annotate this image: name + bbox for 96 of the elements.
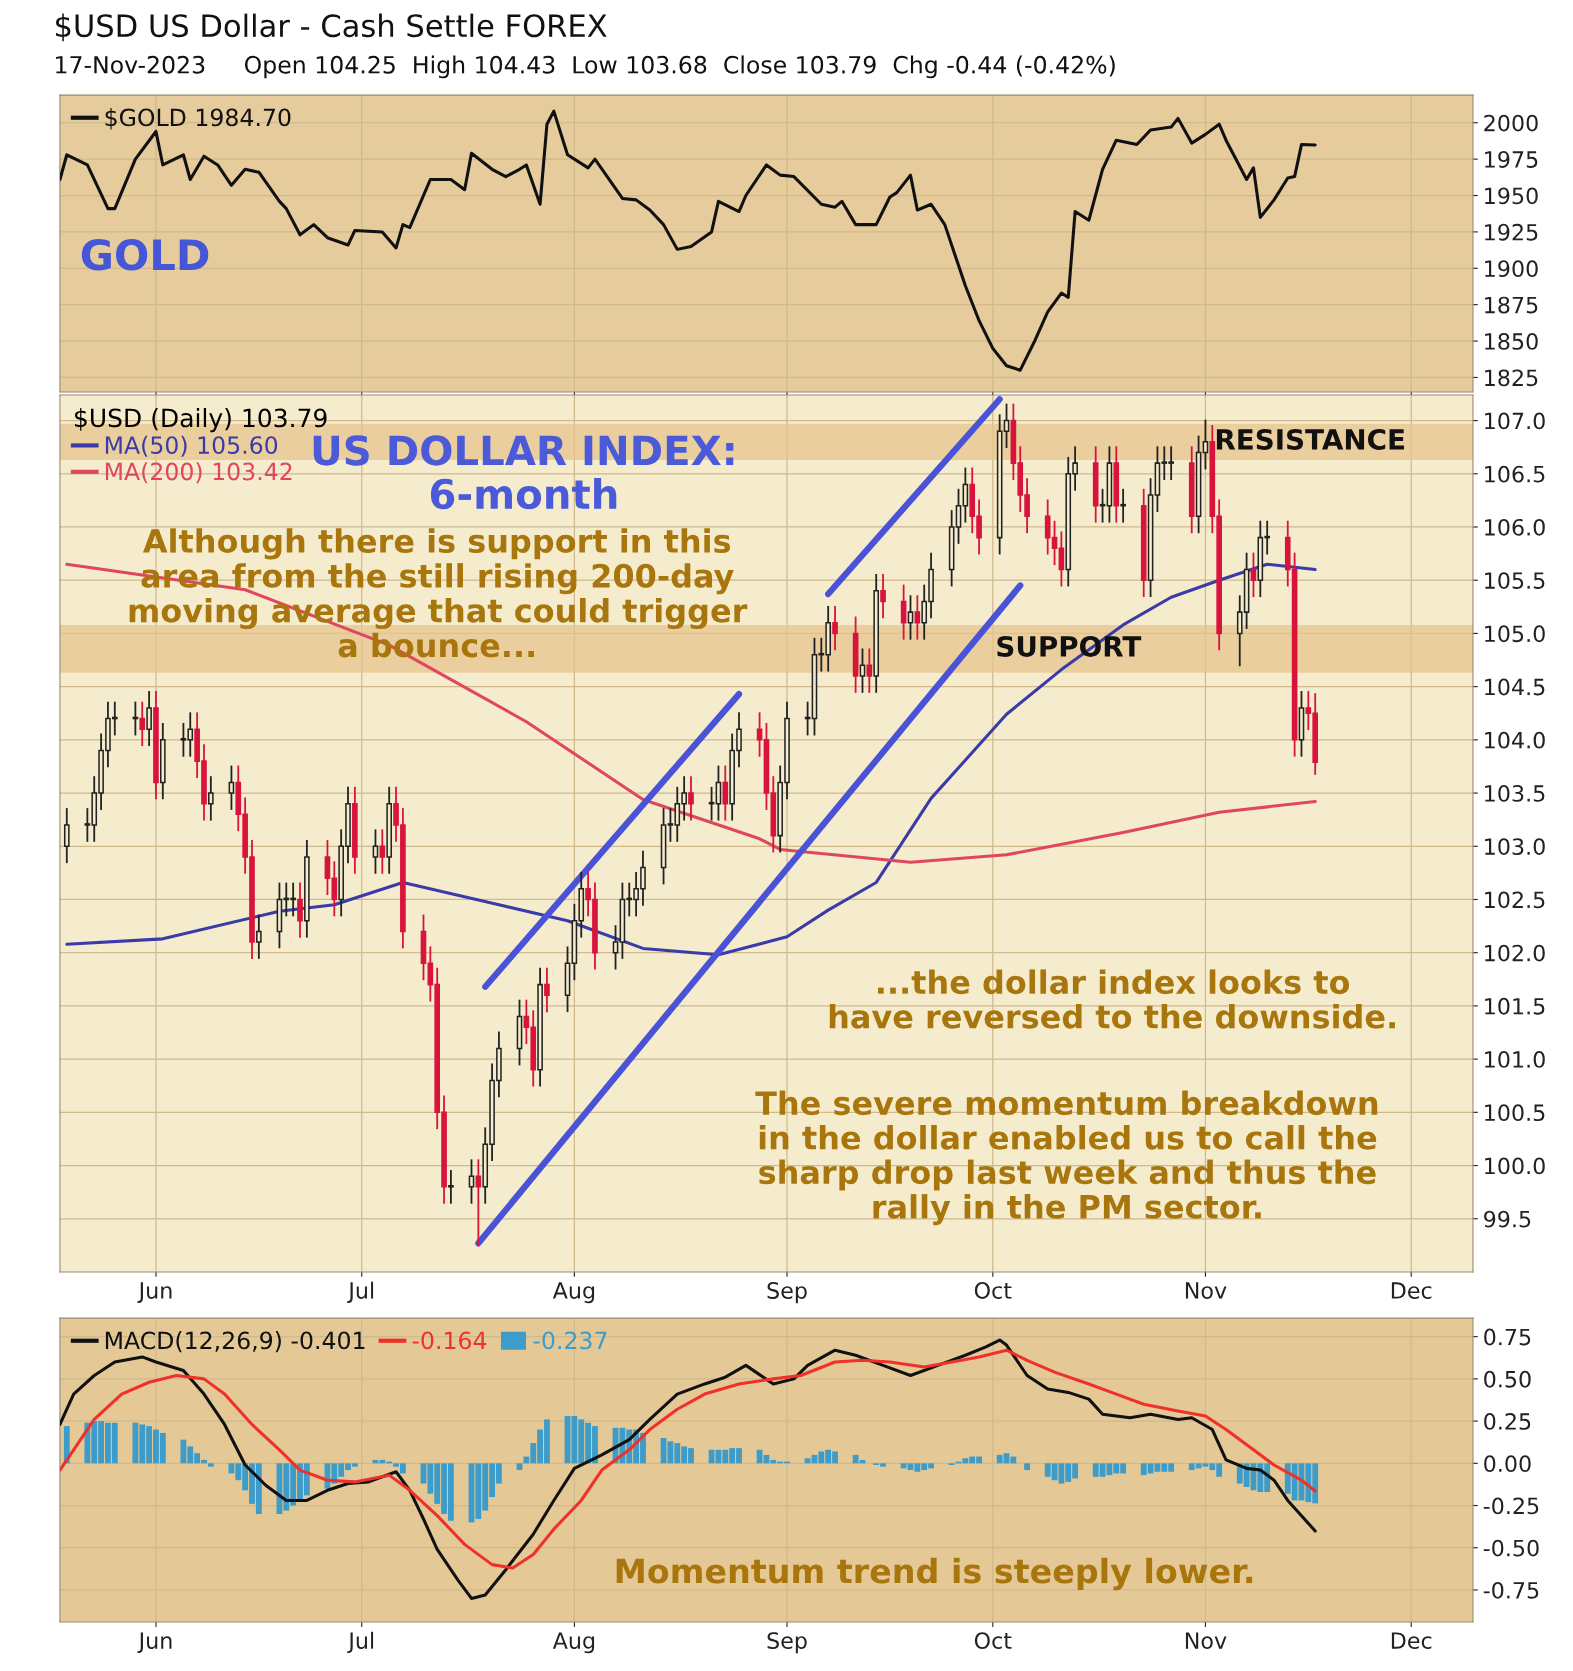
x-tick-label: Nov — [1185, 1282, 1227, 1299]
y-tick-label: 2000 — [1484, 114, 1538, 132]
y-tick-label: 0.75 — [1484, 1328, 1531, 1346]
candlestick — [372, 829, 379, 874]
candlestick — [1051, 520, 1058, 566]
candlestick — [612, 925, 619, 970]
legend-label: MA(200) 103.42 — [105, 462, 292, 484]
candlestick — [688, 776, 694, 821]
x-tick-label: Jun — [137, 1632, 172, 1654]
candlestick — [1120, 488, 1126, 523]
candlestick — [475, 1159, 482, 1247]
y-tick-label: 0.25 — [1484, 1413, 1531, 1430]
y-tick-label: 0.00 — [1484, 1455, 1531, 1473]
y-tick-label: 101.0 — [1485, 1051, 1545, 1068]
annotation: GOLD — [81, 238, 209, 271]
bar — [207, 1463, 214, 1467]
bar — [516, 1463, 523, 1471]
legend-label: -0.164 — [412, 1331, 487, 1350]
candlestick — [228, 765, 235, 810]
x-tick-label: Dec — [1391, 1632, 1432, 1649]
y-tick-label: 102.5 — [1485, 891, 1545, 909]
y-tick-label: -0.25 — [1483, 1497, 1539, 1515]
candlestick — [448, 1169, 454, 1204]
candlestick — [914, 595, 921, 640]
x-tick-label: Sep — [767, 1282, 807, 1304]
y-tick-label: 105.0 — [1485, 625, 1545, 643]
legend-label: MACD(12,26,9) -0.401 — [105, 1331, 365, 1353]
candlestick — [63, 808, 70, 864]
y-tick-label: 1825 — [1485, 369, 1538, 387]
candlestick — [756, 712, 763, 757]
annotation: ...the dollar index looks to have reversed to the downside. — [829, 969, 1395, 1029]
candlestick — [832, 605, 838, 651]
x-tick-label: Oct — [974, 1282, 1012, 1299]
y-tick-label: 103.5 — [1485, 785, 1545, 802]
candlestick — [900, 584, 907, 640]
candlestick — [146, 691, 152, 747]
legend-label: $GOLD 1984.70 — [105, 108, 291, 130]
candlestick — [1003, 403, 1010, 449]
candlestick — [468, 1159, 475, 1204]
x-tick-label: Sep — [767, 1632, 807, 1654]
y-tick-label: 104.5 — [1485, 678, 1545, 696]
y-tick-label: 101.5 — [1485, 997, 1545, 1015]
bar — [1024, 1463, 1031, 1471]
legend-label: -0.237 — [533, 1331, 607, 1350]
y-tick-label: 1875 — [1485, 296, 1538, 314]
candlestick — [139, 701, 146, 747]
legend-title: $USD (Daily) 103.79 — [74, 408, 327, 433]
line-series — [65, 562, 1317, 864]
y-tick-label: 106.5 — [1485, 465, 1545, 483]
x-tick-label: Oct — [974, 1632, 1012, 1649]
y-tick-label: 1950 — [1485, 187, 1538, 205]
candlestick — [866, 648, 873, 693]
y-tick-label: 1925 — [1485, 223, 1538, 241]
chart-title: $USD US Dollar - Cash Settle FOREX — [56, 13, 607, 42]
candlestick — [544, 967, 550, 1013]
candlestick — [379, 829, 386, 874]
x-tick-label: Aug — [552, 1282, 595, 1304]
candlestick — [256, 914, 262, 959]
candlestick — [955, 488, 962, 544]
y-tick-label: 100.5 — [1485, 1104, 1545, 1122]
y-tick-label: 104.0 — [1485, 731, 1545, 749]
candlestick — [1202, 419, 1209, 470]
y-tick-label: 106.0 — [1485, 518, 1545, 536]
y-tick-label: 1900 — [1485, 260, 1538, 278]
y-tick-label: 100.0 — [1485, 1157, 1545, 1175]
x-tick-label: Jul — [347, 1281, 374, 1304]
band-label: RESISTANCE — [1216, 428, 1404, 450]
line-series — [65, 562, 1317, 957]
y-tick-label: 103.0 — [1485, 838, 1545, 856]
y-tick-label: 105.5 — [1485, 572, 1545, 589]
candlestick — [208, 776, 214, 821]
candlestick — [880, 573, 886, 619]
line-series — [59, 109, 1317, 372]
annotation: The severe momentum breakdown in the dollar enabled us to call the sharp drop last week and thus the rally in the PM sector. — [755, 1090, 1378, 1226]
y-tick-label: -0.50 — [1483, 1539, 1539, 1557]
chart-subtitle: 17-Nov-2023 Open 104.25 High 104.43 Low 103.68 Close 103.79 Chg -0.44 (-0.42%) — [56, 55, 1115, 79]
x-tick-label: Dec — [1391, 1282, 1432, 1299]
candlestick — [1250, 552, 1257, 598]
y-tick-label: 0.50 — [1484, 1370, 1531, 1388]
y-tick-label: 102.0 — [1485, 944, 1545, 962]
legend-label: MA(50) 105.60 — [105, 435, 278, 457]
x-tick-label: Jul — [347, 1631, 374, 1654]
annotation: US DOLLAR INDEX: 6-month — [313, 435, 734, 510]
candlestick — [297, 882, 303, 938]
candlestick — [859, 648, 866, 693]
x-tick-label: Jun — [137, 1282, 172, 1304]
annotation: Momentum trend is steeply lower. — [616, 1557, 1253, 1591]
y-tick-label: 99.5 — [1484, 1210, 1531, 1228]
candlestick — [722, 765, 729, 821]
y-tick-label: 1850 — [1485, 333, 1538, 350]
x-tick-label: Nov — [1185, 1632, 1227, 1649]
y-tick-label: 1975 — [1485, 151, 1538, 168]
y-tick-label: -0.75 — [1483, 1581, 1539, 1599]
candlestick — [907, 595, 914, 640]
y-tick-label: 107.0 — [1485, 412, 1545, 430]
x-tick-label: Aug — [552, 1632, 595, 1654]
